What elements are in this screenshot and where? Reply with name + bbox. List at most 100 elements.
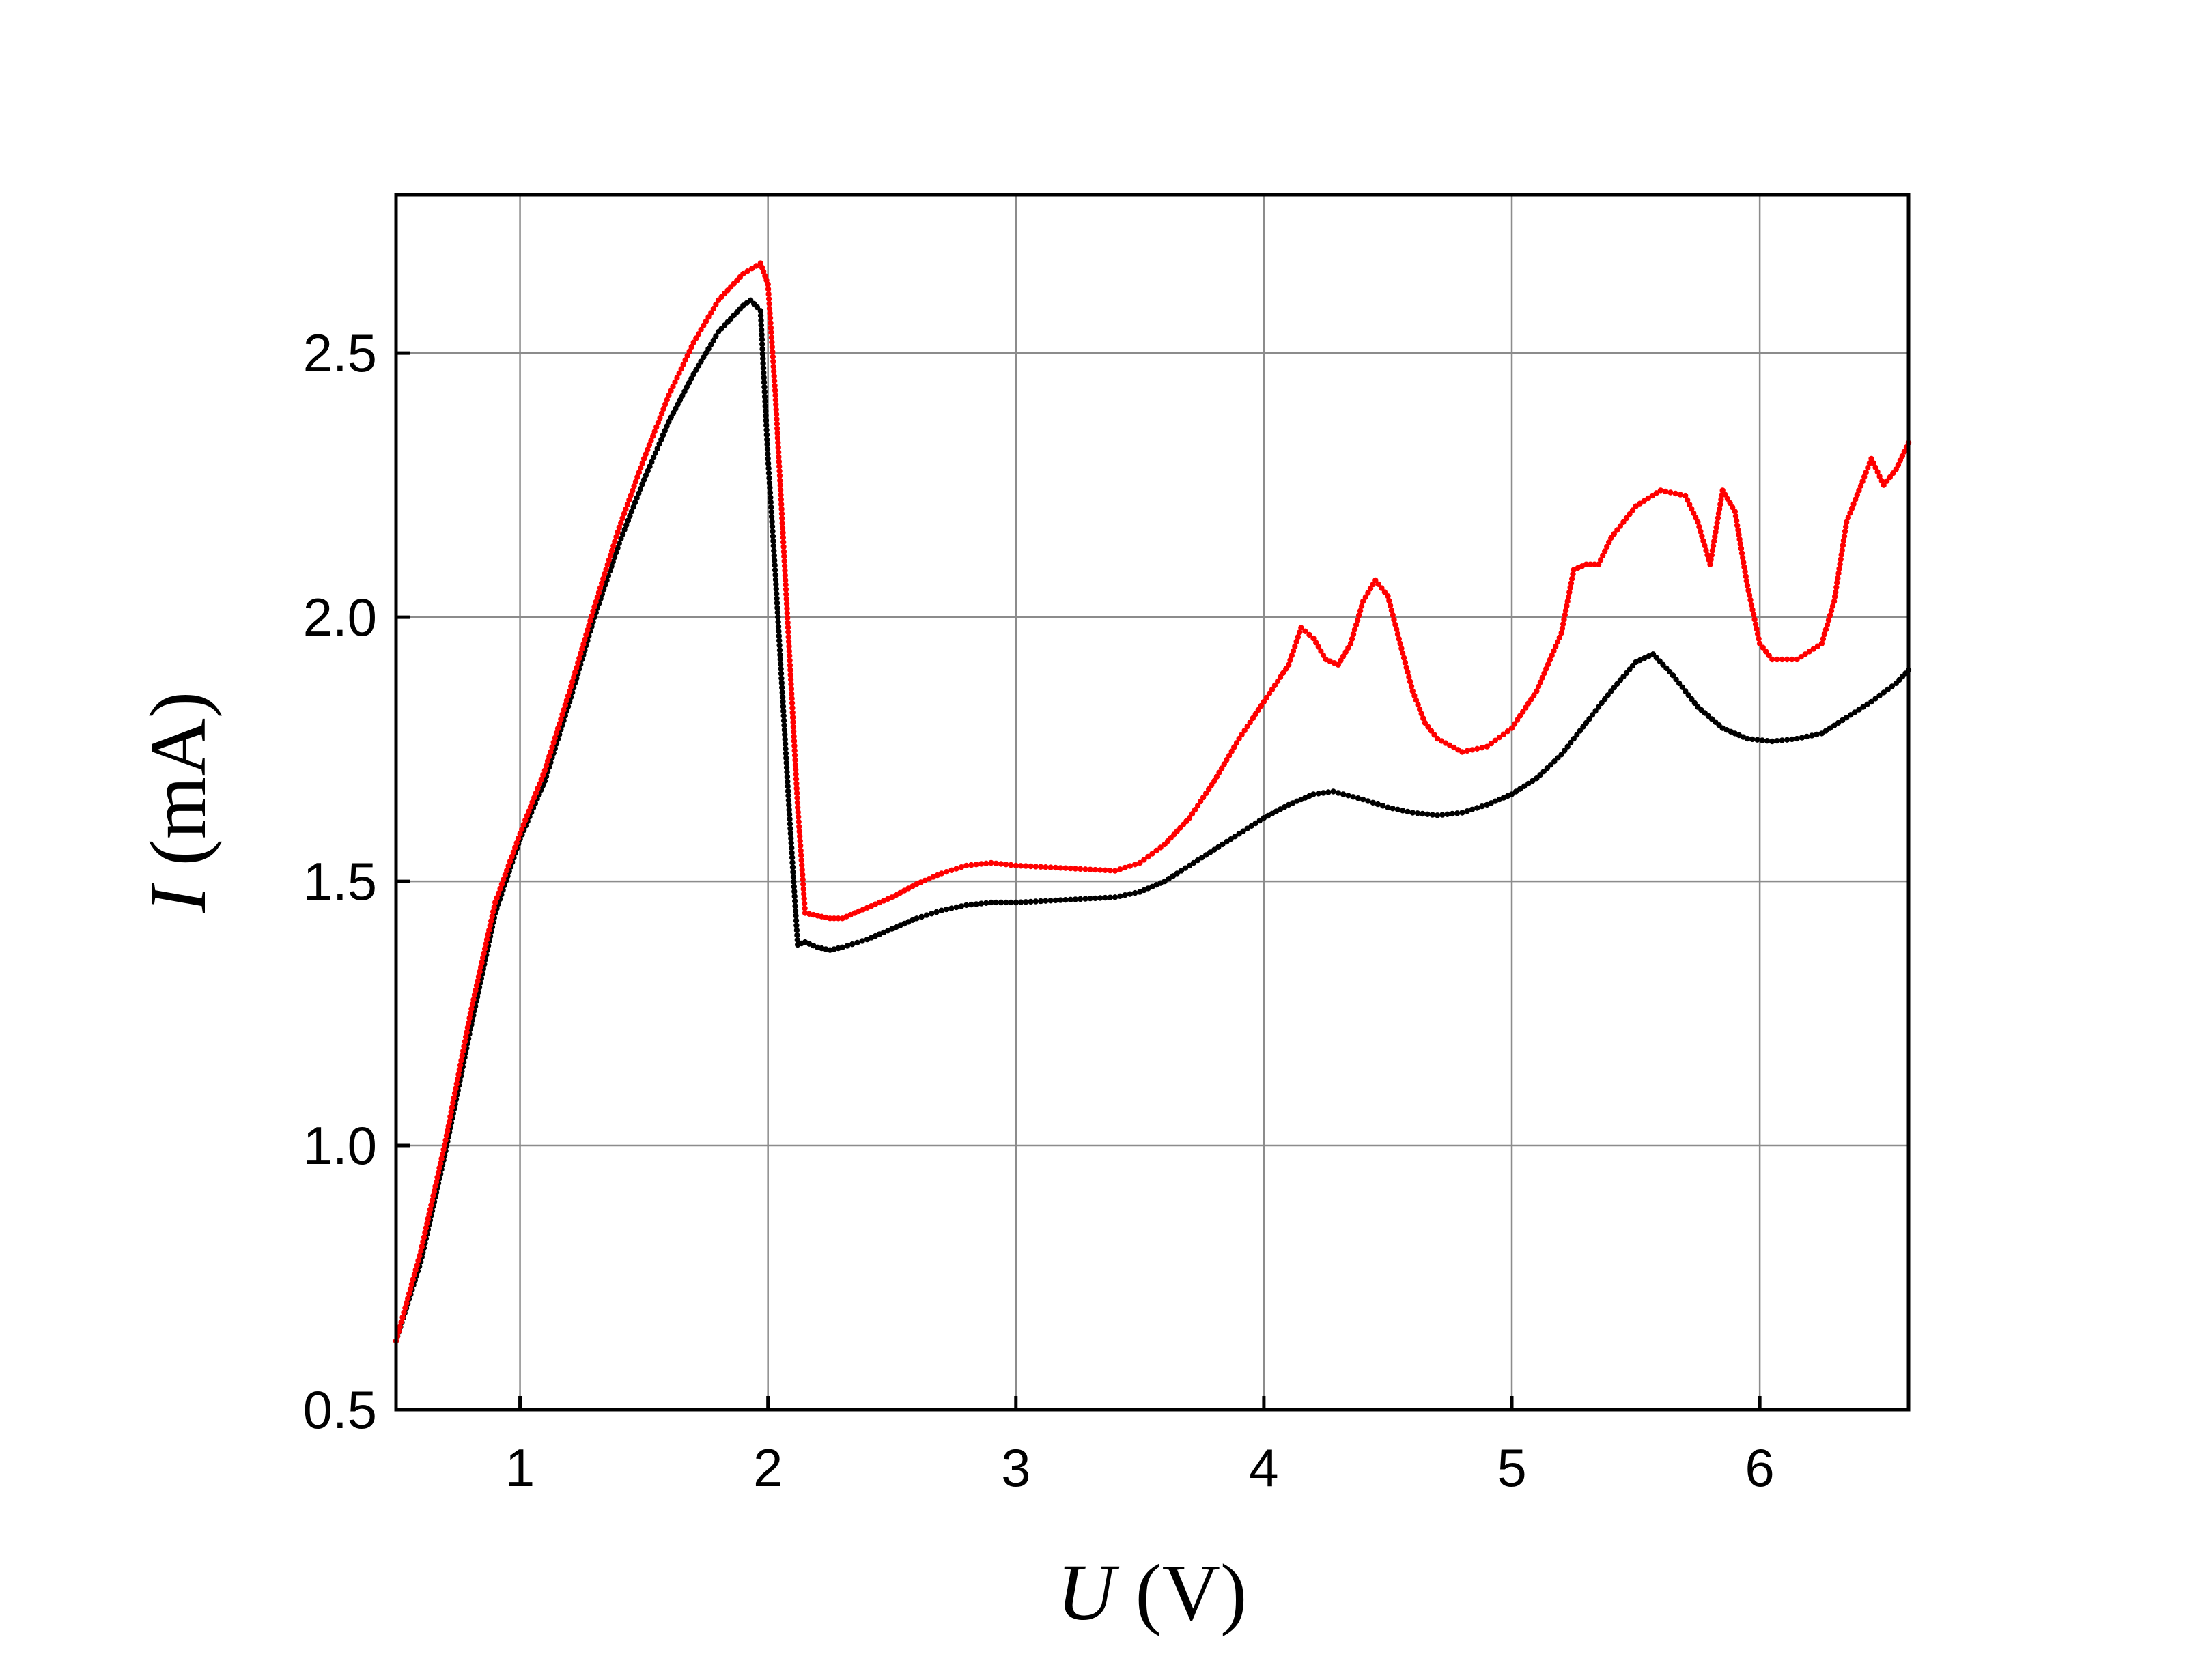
data-point	[1082, 866, 1088, 872]
data-point	[778, 680, 785, 686]
y-axis-unit: (mA)	[133, 692, 223, 886]
data-point	[1170, 873, 1177, 879]
data-point	[780, 548, 787, 555]
data-point	[1182, 865, 1189, 871]
data-point	[768, 509, 774, 515]
data-point	[1633, 503, 1639, 509]
data-point	[1760, 644, 1766, 651]
data-point	[502, 872, 508, 879]
data-point	[429, 1197, 436, 1204]
plot-frame	[394, 193, 1911, 1412]
data-point	[1769, 738, 1775, 745]
data-point	[998, 861, 1004, 867]
data-point	[686, 348, 692, 354]
data-point	[1439, 812, 1446, 818]
data-point	[479, 955, 486, 961]
data-point	[1711, 538, 1717, 545]
data-point	[1553, 643, 1559, 650]
data-point	[1559, 625, 1566, 631]
data-point	[1496, 735, 1503, 741]
data-point	[623, 522, 630, 528]
data-point	[708, 341, 714, 347]
data-point	[625, 517, 631, 524]
data-point	[1067, 865, 1073, 872]
data-point	[1763, 649, 1769, 655]
data-point	[761, 393, 768, 400]
data-point	[1774, 738, 1780, 744]
data-point	[1131, 862, 1138, 868]
data-point	[1724, 496, 1731, 502]
data-point	[590, 608, 596, 614]
data-point	[783, 765, 790, 771]
data-point	[632, 499, 638, 506]
data-point	[787, 677, 794, 683]
data-point	[583, 631, 589, 638]
data-point	[1835, 575, 1841, 581]
data-point	[652, 450, 659, 456]
data-point	[1429, 812, 1435, 818]
data-point	[1102, 894, 1108, 901]
x-tick-label: 3	[1001, 1438, 1030, 1498]
data-point	[771, 378, 778, 384]
data-point	[1839, 547, 1845, 553]
data-point	[1551, 648, 1557, 654]
data-point	[540, 772, 546, 778]
data-point	[1583, 720, 1590, 726]
data-point	[983, 860, 989, 867]
data-point	[1820, 636, 1827, 642]
data-point	[650, 455, 657, 461]
data-point	[593, 599, 599, 605]
data-point	[1868, 698, 1874, 705]
data-point	[485, 932, 491, 938]
data-point	[1392, 621, 1398, 628]
data-point	[963, 902, 970, 909]
data-point	[1459, 810, 1465, 816]
data-point	[923, 912, 930, 918]
data-point	[793, 917, 800, 924]
data-point	[442, 1137, 449, 1143]
data-point	[1859, 478, 1866, 485]
data-point	[782, 731, 788, 738]
data-point	[768, 334, 775, 341]
data-point	[1504, 728, 1511, 735]
data-point	[759, 351, 766, 357]
data-point	[1464, 808, 1470, 814]
data-point	[1570, 571, 1576, 578]
data-point	[1194, 857, 1201, 864]
data-point	[656, 441, 662, 447]
data-point	[1454, 810, 1461, 816]
data-point	[411, 1272, 417, 1278]
data-point	[781, 558, 787, 565]
data-point	[445, 1128, 451, 1134]
data-point	[427, 1206, 434, 1213]
data-point	[1848, 712, 1854, 718]
data-point	[1543, 666, 1549, 672]
data-point	[1032, 898, 1039, 905]
data-point	[460, 1048, 466, 1054]
data-point	[781, 553, 787, 560]
data-point	[1592, 708, 1599, 714]
data-point	[1289, 653, 1295, 659]
data-point	[854, 939, 860, 946]
data-point	[794, 799, 801, 806]
data-point	[1769, 656, 1775, 663]
data-point	[1841, 533, 1848, 539]
data-point	[795, 809, 801, 816]
data-point	[1741, 559, 1747, 565]
data-point	[1736, 532, 1742, 538]
data-point	[417, 1253, 423, 1259]
data-point	[1153, 847, 1159, 854]
y-tick-label: 2.0	[303, 587, 377, 647]
data-point	[458, 1057, 464, 1064]
data-point	[958, 903, 965, 909]
data-point	[527, 803, 534, 810]
data-point	[968, 901, 974, 908]
data-point	[422, 1229, 428, 1236]
data-point	[559, 711, 565, 717]
data-point	[1283, 666, 1289, 672]
data-point	[1189, 811, 1196, 817]
data-point	[778, 666, 784, 672]
data-point	[1345, 793, 1351, 799]
data-point	[1848, 505, 1855, 512]
data-point	[783, 596, 789, 602]
